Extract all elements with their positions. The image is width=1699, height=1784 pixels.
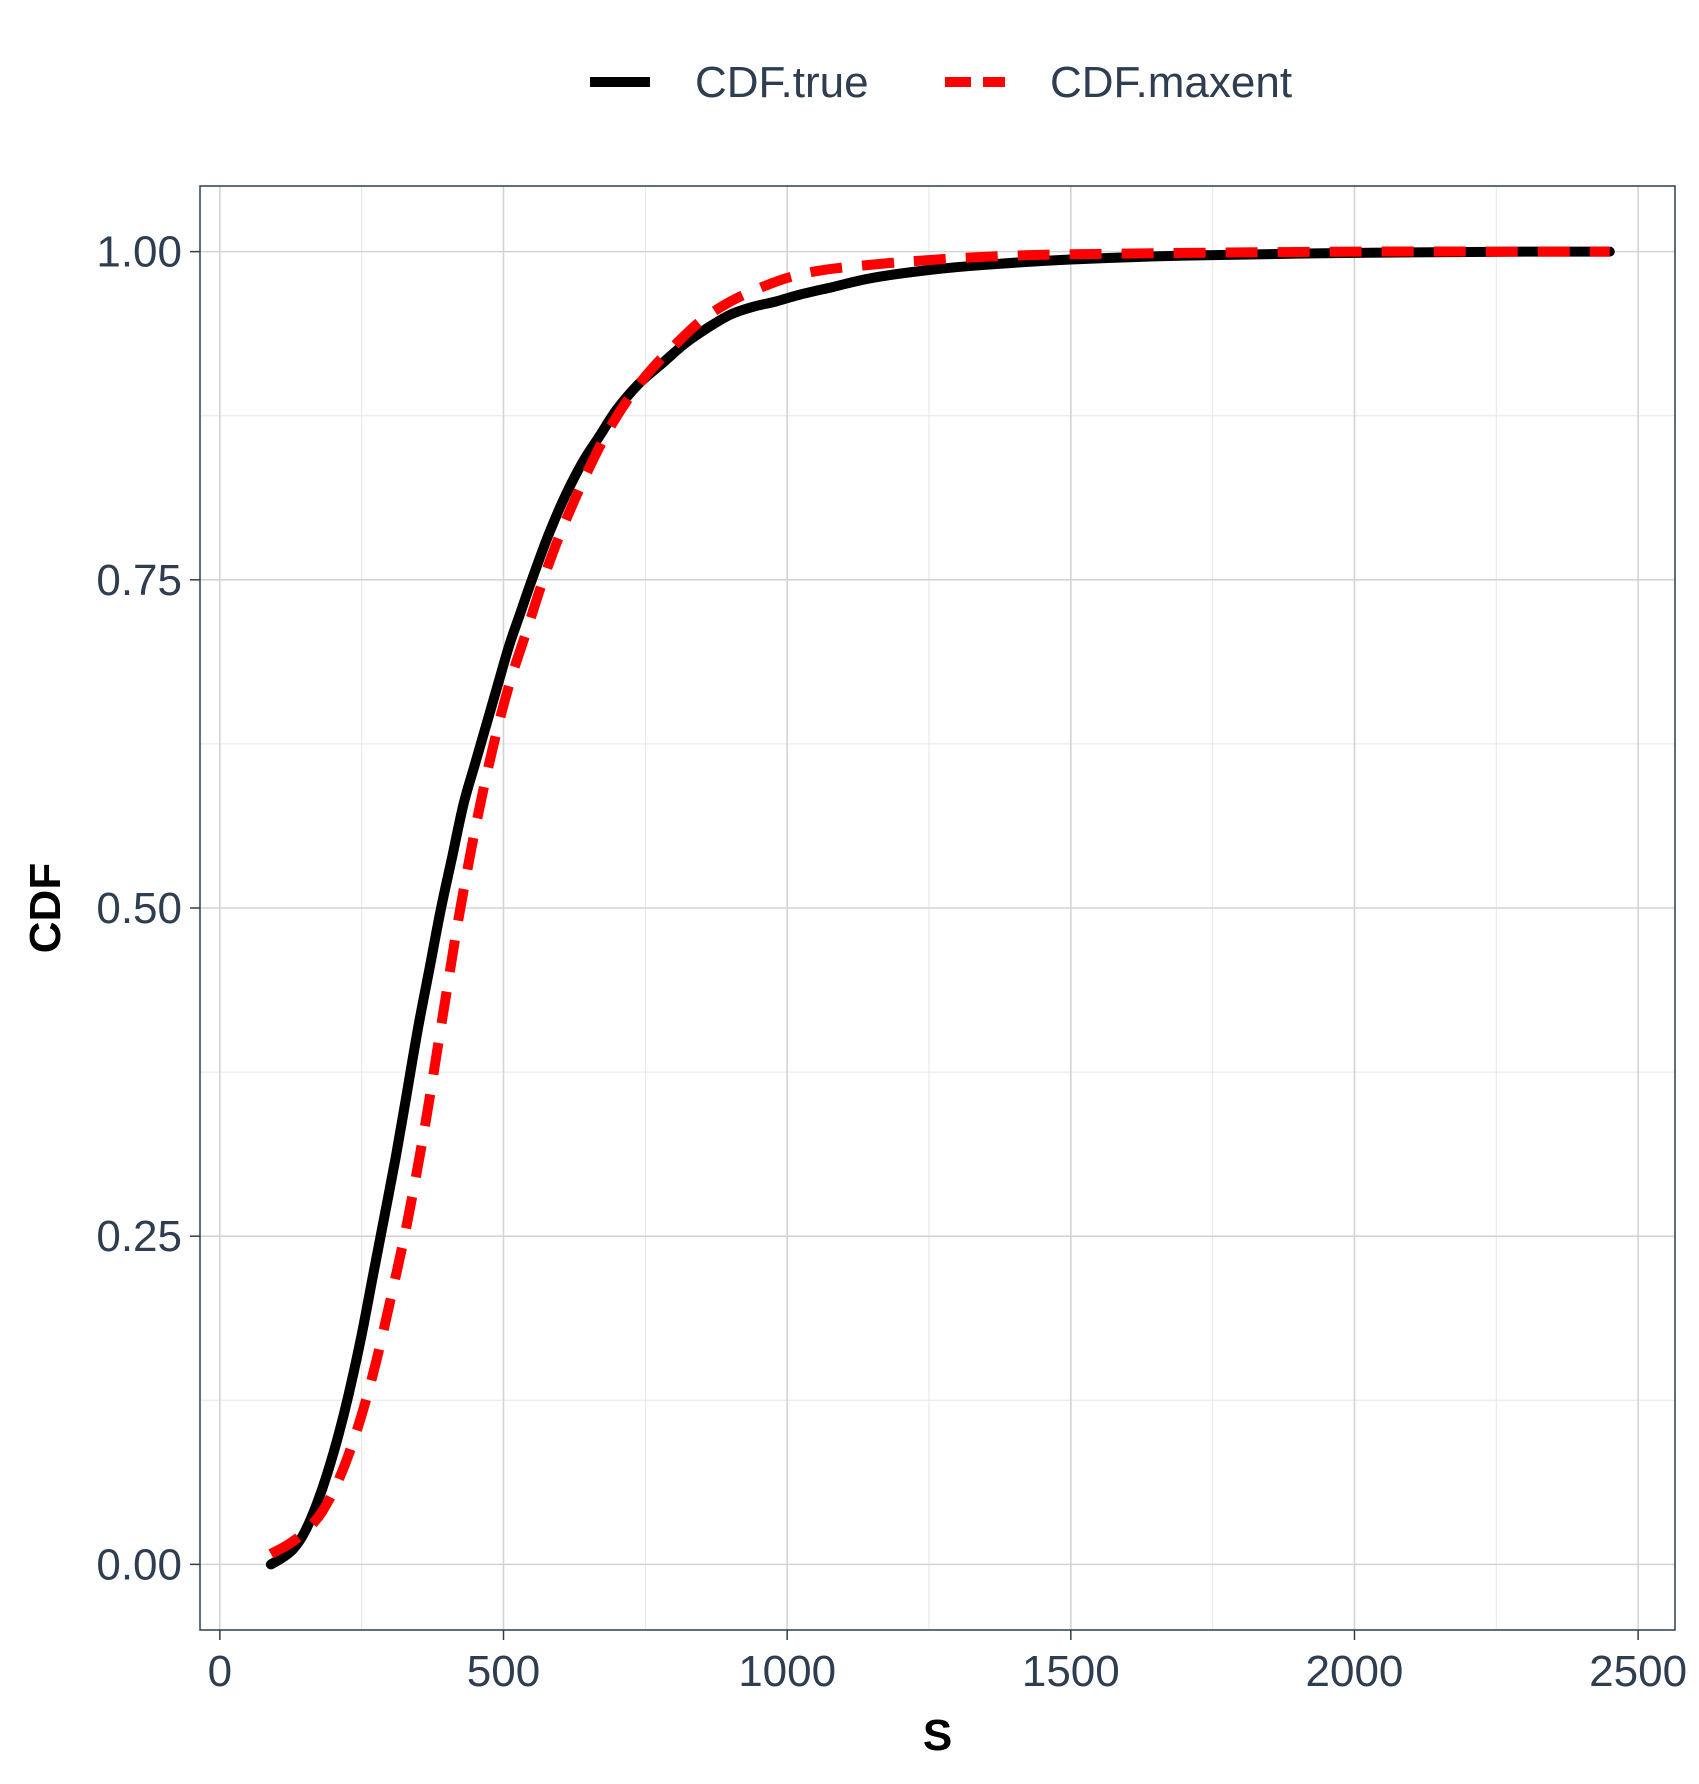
series-line-cdf-true: [265, 246, 1615, 1570]
y-tick-label: 0.00: [96, 1540, 182, 1589]
x-axis: 0 500 1000 1500 2000 2500: [208, 1630, 1687, 1696]
y-tick-label: 0.25: [96, 1212, 182, 1261]
legend-label: CDF.true: [695, 58, 869, 107]
y-axis: 0.00 0.25 0.50 0.75 1.00: [96, 228, 200, 1589]
x-tick-label: 500: [467, 1647, 540, 1696]
legend: CDF.true CDF.maxent: [590, 58, 1292, 107]
x-tick-label: 2500: [1589, 1647, 1687, 1696]
major-gridlines: [200, 186, 1675, 1630]
x-tick-label: 2000: [1306, 1647, 1404, 1696]
y-tick-label: 0.50: [96, 884, 182, 933]
series-layer: [265, 246, 1615, 1570]
x-tick-label: 1000: [738, 1647, 836, 1696]
x-tick-label: 0: [208, 1647, 232, 1696]
x-axis-title: S: [923, 1711, 952, 1760]
y-tick-label: 0.75: [96, 556, 182, 605]
series-line-cdf-maxent: [268, 246, 1610, 1559]
y-tick-label: 1.00: [96, 228, 182, 277]
x-tick-label: 1500: [1022, 1647, 1120, 1696]
legend-label: CDF.maxent: [1050, 58, 1292, 107]
y-axis-title: CDF: [21, 863, 70, 953]
